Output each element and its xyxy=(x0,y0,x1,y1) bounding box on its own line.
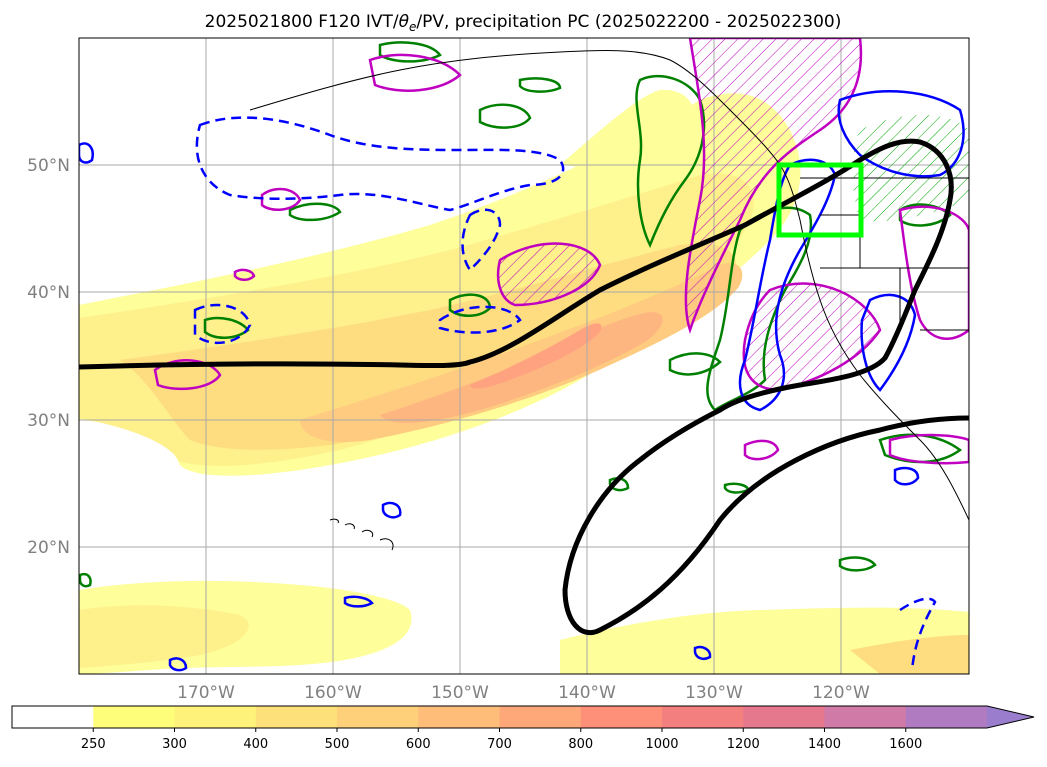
colorbar-cell xyxy=(337,706,419,728)
colorbar-ticks: 250 300 400 500 600 700 800 1000 1200 1400 1600 xyxy=(81,728,922,752)
colorbar-tick-label: 600 xyxy=(406,737,431,752)
green-contour-small-3 xyxy=(288,202,342,222)
lon-label-170: 170°W xyxy=(177,683,235,703)
colorbar-outline xyxy=(11,705,1035,729)
ivt-fill-250-west xyxy=(560,89,694,170)
colorbar-cell xyxy=(743,706,826,728)
ivt-fill-700 xyxy=(470,323,602,389)
colorbar-tick-label: 1200 xyxy=(727,737,760,752)
ivt-fill-southeast-inner xyxy=(850,635,969,674)
latitude-labels: 50°N 40°N 30°N 20°N xyxy=(27,156,70,558)
hatch-green-north xyxy=(852,115,969,222)
ivt-fill-500 xyxy=(300,263,743,442)
coastline-pacific-northwest xyxy=(779,164,969,521)
ivt-fill-400 xyxy=(120,243,736,450)
highlight-box xyxy=(776,162,864,238)
green-contour-small-10 xyxy=(378,41,442,63)
colorbar-tick-label: 300 xyxy=(162,737,187,752)
colorbar-tick-label: 250 xyxy=(81,737,106,752)
green-contour-small-9 xyxy=(518,77,562,93)
figure-title: 2025021800 F120 IVT/θe/PV, precipitation… xyxy=(205,12,842,34)
lat-label-20: 20°N xyxy=(27,538,70,558)
colorbar-tick-label: 1600 xyxy=(889,737,922,752)
colorbar-cell xyxy=(418,706,501,728)
colorbar-cell xyxy=(174,706,257,728)
green-contour-small-7 xyxy=(898,203,952,227)
colorbar-cell xyxy=(12,706,94,728)
colorbar-cell xyxy=(662,706,744,728)
map-panel xyxy=(78,37,970,675)
lon-label-160: 160°W xyxy=(304,683,362,703)
magenta-contour-north xyxy=(684,38,863,334)
blue-dashed-southeast xyxy=(899,597,937,671)
magenta-contour-midocean xyxy=(496,242,602,307)
longitude-labels: 170°W 160°W 150°W 140°W 130°W 120°W xyxy=(177,683,870,703)
blue-solid-small-4 xyxy=(693,645,712,661)
hatch-magenta-north xyxy=(685,38,861,330)
colorbar-tick-label: 800 xyxy=(568,737,593,752)
colorbar-tick-label: 1400 xyxy=(808,737,841,752)
colorbar-cell xyxy=(255,706,338,728)
magenta-contour-northwest xyxy=(368,53,462,92)
green-contour-north xyxy=(478,103,532,129)
colorbar-tick-label: 400 xyxy=(243,737,268,752)
lat-label-50: 50°N xyxy=(27,156,70,176)
blue-solid-small-1 xyxy=(381,501,402,519)
colorbar: 250 300 400 500 600 700 800 1000 1200 1400 1600 xyxy=(11,705,1035,752)
colorbar-cells xyxy=(12,706,988,728)
blue-dashed-ocean-2 xyxy=(438,305,522,334)
blue-solid-south xyxy=(893,466,920,486)
magenta-contour-small-2 xyxy=(260,187,302,211)
blue-solid-small-5 xyxy=(79,142,94,164)
coastline-hawaii xyxy=(329,518,394,551)
coastline-alaska-aleutians xyxy=(249,49,781,166)
lat-label-40: 40°N xyxy=(27,283,70,303)
colorbar-cell xyxy=(499,706,582,728)
blue-solid-small-2 xyxy=(343,595,374,608)
front-line-northern xyxy=(79,138,969,635)
blue-solid-small-3 xyxy=(168,657,188,672)
lon-label-130: 130°W xyxy=(685,683,743,703)
colorbar-cell xyxy=(93,706,176,728)
lon-label-120: 120°W xyxy=(812,683,870,703)
colorbar-tick-label: 1000 xyxy=(645,737,678,752)
blue-dashed-west xyxy=(193,303,252,345)
magenta-contour-se xyxy=(743,439,780,461)
colorbar-tick-label: 500 xyxy=(325,737,350,752)
green-contour-small-8 xyxy=(79,573,92,588)
colorbar-cell xyxy=(905,706,988,728)
map-content xyxy=(79,38,969,674)
colorbar-cell xyxy=(824,706,907,728)
colorbar-extend-arrow xyxy=(987,706,1034,728)
lon-label-150: 150°W xyxy=(431,683,489,703)
green-contour-small-2 xyxy=(838,556,877,572)
magenta-contour-small-1 xyxy=(233,268,256,281)
contours-magenta xyxy=(153,38,969,465)
blue-solid-east xyxy=(860,293,917,392)
colorbar-tick-label: 700 xyxy=(487,737,512,752)
map-frame xyxy=(78,37,970,675)
colorbar-cell xyxy=(580,706,663,728)
magenta-contour-east xyxy=(888,433,969,465)
magenta-contour-west xyxy=(153,359,222,391)
coastlines xyxy=(249,49,969,551)
blue-dashed-midocean xyxy=(461,208,502,272)
green-contour-small-4 xyxy=(668,352,722,376)
green-contour-coastal-band xyxy=(706,206,813,412)
blue-dashed-north xyxy=(195,116,565,212)
blue-solid-northeast xyxy=(837,90,965,178)
lat-label-30: 30°N xyxy=(27,411,70,431)
front-lines xyxy=(79,138,969,635)
lon-label-140: 140°W xyxy=(558,683,616,703)
